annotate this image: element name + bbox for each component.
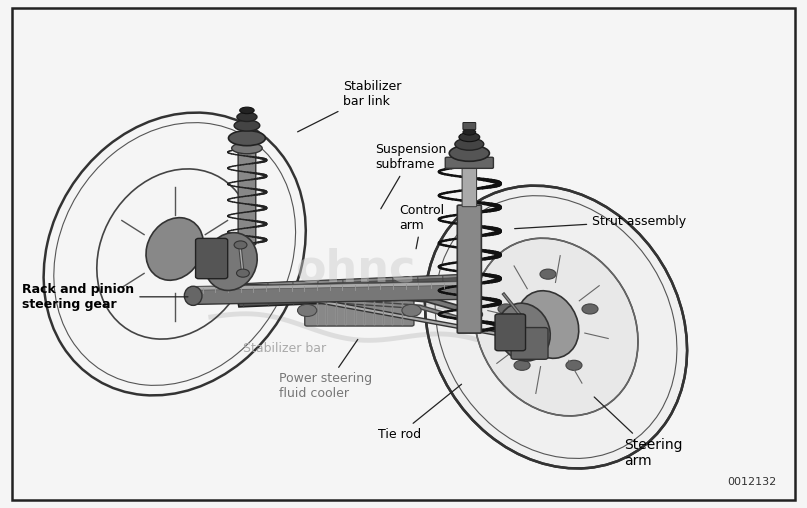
Ellipse shape [517,291,579,358]
Polygon shape [190,282,462,290]
Circle shape [298,304,317,316]
Polygon shape [235,274,480,287]
Ellipse shape [146,218,203,280]
FancyBboxPatch shape [238,147,256,245]
FancyBboxPatch shape [463,122,476,130]
FancyBboxPatch shape [495,314,525,351]
Ellipse shape [240,107,254,114]
Circle shape [582,304,598,314]
Text: Tie rod: Tie rod [378,384,462,441]
FancyBboxPatch shape [462,165,477,207]
Circle shape [508,332,524,342]
Ellipse shape [449,145,489,162]
FancyBboxPatch shape [458,205,481,333]
FancyBboxPatch shape [195,238,228,279]
Text: Stabilizer
bar link: Stabilizer bar link [298,80,402,132]
FancyBboxPatch shape [445,157,493,168]
Circle shape [540,269,556,279]
Text: Stabilizer bar: Stabilizer bar [243,342,326,355]
Ellipse shape [498,303,550,361]
Ellipse shape [232,143,262,154]
Text: ohnc: ohnc [295,247,416,291]
Text: 0012132: 0012132 [728,477,777,487]
FancyBboxPatch shape [305,295,414,326]
Text: Power steering
fluid cooler: Power steering fluid cooler [279,339,372,400]
Polygon shape [190,282,464,304]
Text: Control
arm: Control arm [399,204,445,249]
Ellipse shape [459,133,480,142]
Ellipse shape [474,238,638,416]
Circle shape [566,360,582,370]
Ellipse shape [463,129,476,135]
Text: Rack and pinion
steering gear: Rack and pinion steering gear [22,283,188,311]
Text: Steering
arm: Steering arm [594,397,683,468]
Circle shape [514,360,530,370]
Ellipse shape [205,233,257,291]
Text: Suspension
subframe: Suspension subframe [375,143,447,209]
Ellipse shape [228,131,266,146]
FancyBboxPatch shape [511,328,548,359]
Ellipse shape [234,120,260,131]
Circle shape [234,241,247,249]
Circle shape [402,304,421,316]
Ellipse shape [455,138,483,150]
Circle shape [236,269,249,277]
Ellipse shape [184,286,202,305]
Polygon shape [235,274,480,307]
Text: Strut assembly: Strut assembly [515,215,686,229]
Ellipse shape [425,185,687,468]
Circle shape [498,304,514,314]
Ellipse shape [237,112,257,121]
